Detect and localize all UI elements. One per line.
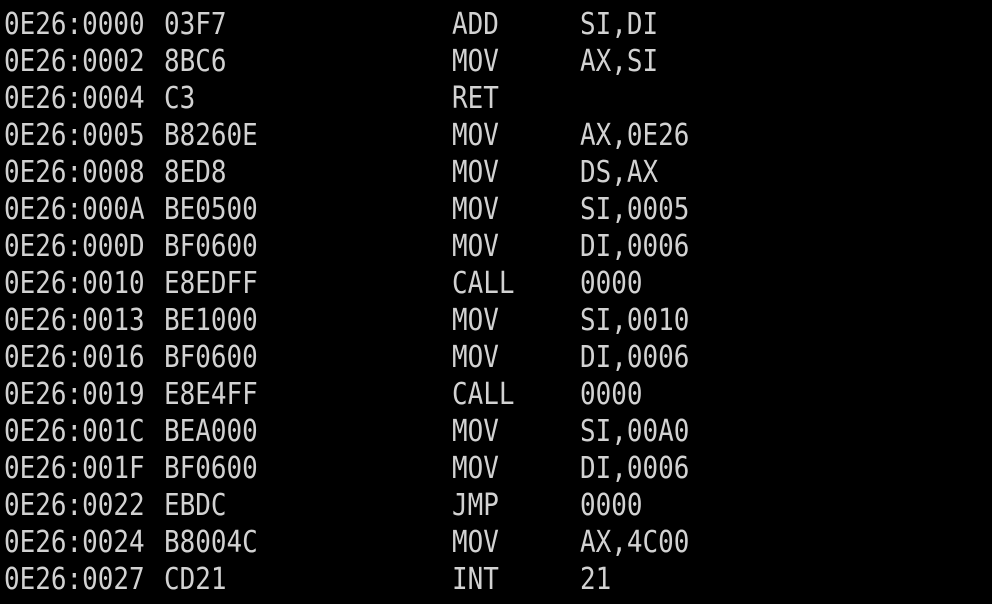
row-operands: DS,AX xyxy=(580,155,659,190)
row-bytes: 03F7 xyxy=(164,7,227,42)
row-mnemonic: MOV xyxy=(452,229,499,264)
row-operands: AX,0E26 xyxy=(580,118,690,153)
row-mnemonic: ADD xyxy=(452,7,499,42)
row-address: 0E26:0000 xyxy=(4,7,145,42)
row-address: 0E26:001F xyxy=(4,451,145,486)
row-address: 0E26:0005 xyxy=(4,118,145,153)
disassembly-row: 0E26:0008 8ED8 MOV DS,AX xyxy=(4,154,658,191)
row-mnemonic: MOV xyxy=(452,525,499,560)
disassembly-row: 0E26:0005 B8260E MOV AX,0E26 xyxy=(4,117,689,154)
row-operands: SI,0010 xyxy=(580,303,690,338)
row-address: 0E26:0016 xyxy=(4,340,145,375)
row-address: 0E26:0022 xyxy=(4,488,145,523)
disassembly-row: 0E26:0002 8BC6 MOV AX,SI xyxy=(4,43,658,80)
row-operands: SI,DI xyxy=(580,7,659,42)
row-mnemonic: MOV xyxy=(452,155,499,190)
row-operands: AX,4C00 xyxy=(580,525,690,560)
row-address: 0E26:000D xyxy=(4,229,145,264)
row-bytes: 8BC6 xyxy=(164,44,227,79)
row-mnemonic: MOV xyxy=(452,192,499,227)
row-mnemonic: MOV xyxy=(452,303,499,338)
row-operands: DI,0006 xyxy=(580,340,690,375)
row-operands: DI,0006 xyxy=(580,451,690,486)
row-operands: DI,0006 xyxy=(580,229,690,264)
row-bytes: E8EDFF xyxy=(164,266,258,301)
row-bytes: 8ED8 xyxy=(164,155,227,190)
row-mnemonic: MOV xyxy=(452,414,499,449)
row-mnemonic: RET xyxy=(452,81,499,116)
row-operands: AX,SI xyxy=(580,44,659,79)
row-bytes: C3 xyxy=(164,81,196,116)
disassembly-row: 0E26:0013 BE1000 MOV SI,0010 xyxy=(4,302,689,339)
row-bytes: B8260E xyxy=(164,118,258,153)
row-bytes: BE1000 xyxy=(164,303,258,338)
row-bytes: BEA000 xyxy=(164,414,258,449)
disassembly-row: 0E26:0019 E8E4FF CALL 0000 xyxy=(4,376,642,413)
row-operands: 21 xyxy=(580,562,612,597)
row-bytes: BF0600 xyxy=(164,451,258,486)
row-mnemonic: MOV xyxy=(452,451,499,486)
disassembly-listing: 0E26:0000 03F7 ADD SI,DI 0E26:0002 8BC6 … xyxy=(4,6,689,598)
disassembly-row: 0E26:0022 EBDC JMP 0000 xyxy=(4,487,642,524)
row-bytes: BF0600 xyxy=(164,229,258,264)
row-address: 0E26:0024 xyxy=(4,525,145,560)
row-address: 0E26:0013 xyxy=(4,303,145,338)
row-bytes: CD21 xyxy=(164,562,227,597)
row-mnemonic: INT xyxy=(452,562,499,597)
disassembly-row: 0E26:001C BEA000 MOV SI,00A0 xyxy=(4,413,689,450)
row-address: 0E26:001C xyxy=(4,414,145,449)
row-address: 0E26:000A xyxy=(4,192,145,227)
row-operands: SI,0005 xyxy=(580,192,690,227)
disassembly-row: 0E26:000A BE0500 MOV SI,0005 xyxy=(4,191,689,228)
disassembly-row: 0E26:0027 CD21 INT 21 xyxy=(4,561,611,598)
disassembly-row: 0E26:0016 BF0600 MOV DI,0006 xyxy=(4,339,689,376)
disassembly-row: 0E26:0010 E8EDFF CALL 0000 xyxy=(4,265,642,302)
row-address: 0E26:0010 xyxy=(4,266,145,301)
row-mnemonic: MOV xyxy=(452,340,499,375)
disassembly-row: 0E26:001F BF0600 MOV DI,0006 xyxy=(4,450,689,487)
row-bytes: B8004C xyxy=(164,525,258,560)
row-mnemonic: MOV xyxy=(452,44,499,79)
disassembly-row: 0E26:0004 C3 RET xyxy=(4,80,499,117)
disassembly-row: 0E26:000D BF0600 MOV DI,0006 xyxy=(4,228,689,265)
row-mnemonic: CALL xyxy=(452,377,515,412)
row-operands: 0000 xyxy=(580,266,643,301)
row-mnemonic: JMP xyxy=(452,488,499,523)
row-address: 0E26:0008 xyxy=(4,155,145,190)
row-bytes: E8E4FF xyxy=(164,377,258,412)
disassembly-row: 0E26:0000 03F7 ADD SI,DI xyxy=(4,6,658,43)
row-address: 0E26:0019 xyxy=(4,377,145,412)
row-mnemonic: CALL xyxy=(452,266,515,301)
row-operands: SI,00A0 xyxy=(580,414,690,449)
row-address: 0E26:0002 xyxy=(4,44,145,79)
row-operands: 0000 xyxy=(580,377,643,412)
row-bytes: BF0600 xyxy=(164,340,258,375)
row-mnemonic: MOV xyxy=(452,118,499,153)
disassembly-row: 0E26:0024 B8004C MOV AX,4C00 xyxy=(4,524,689,561)
row-operands: 0000 xyxy=(580,488,643,523)
row-address: 0E26:0027 xyxy=(4,562,145,597)
row-address: 0E26:0004 xyxy=(4,81,145,116)
row-bytes: EBDC xyxy=(164,488,227,523)
row-bytes: BE0500 xyxy=(164,192,258,227)
